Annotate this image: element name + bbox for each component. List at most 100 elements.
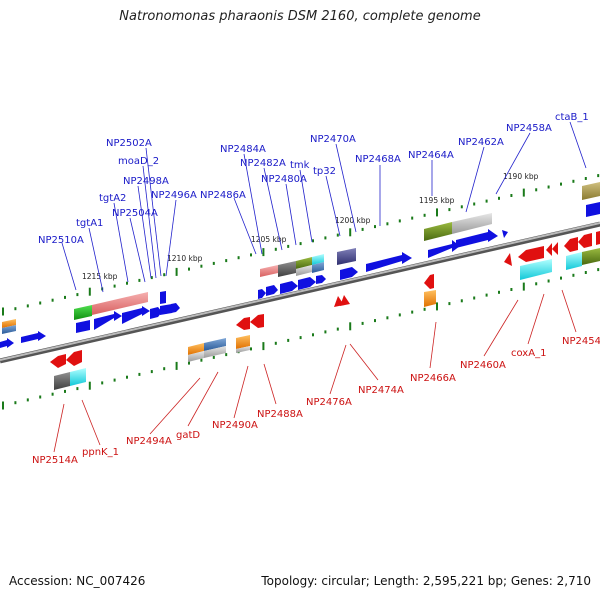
gene-label: NP2496A [151, 190, 197, 201]
gene-label: NP2502A [106, 138, 152, 149]
scale-tick [560, 276, 562, 280]
gene-block [566, 252, 582, 270]
scale-tick [547, 185, 550, 189]
gene-arrow [456, 229, 498, 248]
gene-arrow [316, 275, 326, 284]
gene-block [586, 202, 600, 217]
scale-tick [225, 353, 228, 357]
scale-tick [510, 288, 513, 291]
gene-block [452, 213, 492, 234]
gene-arrow [171, 303, 180, 313]
scale-tick [138, 278, 141, 282]
scale-tick [535, 188, 538, 192]
scale-tick [14, 307, 17, 311]
scale-tick [287, 244, 290, 248]
gene-label: tmk [290, 160, 310, 171]
scale-tick [560, 182, 562, 186]
gene-block [312, 262, 324, 273]
scale-tick [398, 313, 401, 317]
gene-block [260, 265, 278, 277]
gene-label: NP2458A [506, 123, 552, 134]
gene-block [582, 182, 600, 200]
accession-label: Accession: NC_007426 [9, 574, 146, 588]
scale-tick [175, 267, 178, 276]
scale-tick [361, 321, 364, 325]
scale-tick [126, 375, 128, 379]
scale-tick [200, 358, 203, 362]
gene-arrow [94, 311, 122, 330]
scale-track-upper [2, 174, 600, 316]
scale-tick [510, 194, 513, 197]
scale-tick [498, 290, 500, 294]
scale-tick [448, 208, 451, 212]
gene-arrow [596, 231, 600, 245]
gene-arrow [0, 338, 14, 348]
gene-arrow [280, 281, 298, 294]
scale-tick [14, 401, 17, 405]
gene-label: gatD [176, 430, 200, 441]
scale-tick [485, 199, 488, 203]
scale-tick [374, 225, 376, 229]
gene-block [278, 261, 296, 277]
scale-tick [423, 307, 426, 311]
kbp-label: 1205 kbp [251, 235, 287, 244]
gene-arrow [250, 314, 264, 328]
scale-tick [138, 372, 141, 376]
scale-tick [312, 333, 314, 337]
scale-tick [361, 227, 364, 231]
gene-arrow [564, 237, 578, 252]
scale-tick [175, 361, 178, 370]
scale-tick [274, 247, 277, 251]
scale-tick [535, 282, 538, 286]
scale-tick [163, 273, 166, 277]
scale-tick [299, 242, 302, 246]
gene-block [2, 325, 16, 334]
gene-arrow [258, 289, 266, 299]
gene-block [204, 338, 226, 351]
scale-tick [386, 222, 389, 226]
scale-tick [150, 370, 153, 374]
scale-tick [39, 395, 42, 399]
gene-label: NP2490A [212, 420, 258, 431]
genome-title: Natronomonas pharaonis DSM 2160, complet… [119, 9, 481, 24]
gene-arrow [76, 320, 90, 333]
gene-arrow [150, 307, 162, 319]
scale-tick [336, 233, 339, 237]
scale-tick [336, 327, 339, 331]
scale-tick [572, 273, 575, 277]
scale-tick [386, 316, 389, 320]
gene-arrow [340, 267, 358, 280]
scale-tick [324, 236, 327, 240]
gene-block [92, 292, 148, 315]
gene-arrow [21, 331, 46, 343]
scale-tick [485, 293, 488, 297]
scale-tick [113, 284, 116, 288]
gene-arrow [340, 295, 350, 306]
scale-tick [88, 381, 91, 390]
scale-tick [460, 205, 463, 209]
gene-label: NP2480A [261, 174, 307, 185]
gene-arrow [122, 306, 150, 324]
scale-tick [26, 304, 29, 308]
scale-tick [212, 261, 215, 265]
gene-block [337, 248, 356, 265]
gene-label: NP2486A [200, 190, 246, 201]
scale-tick [498, 196, 500, 200]
scale-tick [572, 179, 575, 183]
gene-label: ctaB_1 [555, 112, 589, 123]
gene-label: NP2474A [358, 385, 404, 396]
gene-block [160, 291, 166, 304]
gene-arrow [50, 354, 66, 368]
gene-block [204, 346, 226, 358]
gene-label: NP2464A [408, 150, 454, 161]
scale-tick [547, 279, 550, 283]
gene-block [520, 259, 552, 280]
gene-arrow [366, 252, 412, 272]
gene-block [296, 265, 312, 276]
scale-tick [88, 287, 91, 296]
gene-block [236, 346, 250, 353]
gene-block [424, 290, 436, 307]
scale-tick [51, 298, 54, 302]
scale-tick [287, 338, 290, 342]
